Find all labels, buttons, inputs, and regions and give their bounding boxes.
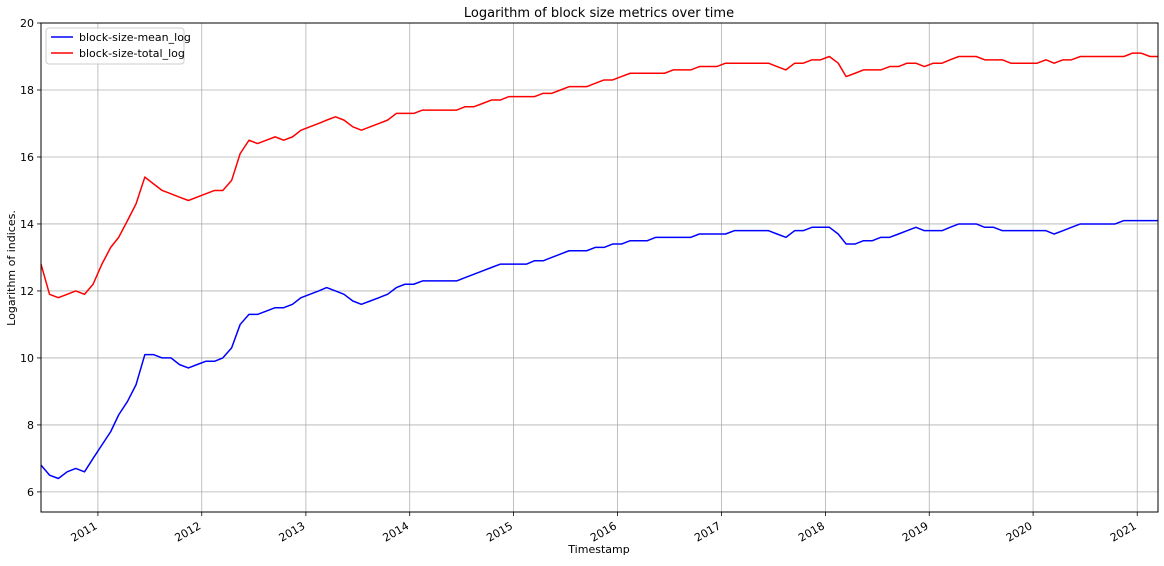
y-tick-label: 14 — [20, 218, 34, 231]
series-line-0 — [40, 219, 1158, 480]
y-axis-ticks: 6 8 10 12 14 16 18 20 — [20, 17, 41, 499]
legend-label-mean: block-size-mean_log — [79, 31, 191, 44]
y-tick-label: 12 — [20, 285, 34, 298]
series-lines — [40, 52, 1158, 480]
y-tick-label: 10 — [20, 352, 34, 365]
chart-title: Logarithm of block size metrics over tim… — [464, 6, 734, 21]
legend-box — [45, 27, 185, 65]
grid-lines — [41, 22, 1158, 512]
y-tick-label: 20 — [20, 17, 34, 30]
y-tick-label: 8 — [27, 419, 34, 432]
y-tick-label: 6 — [27, 486, 34, 499]
legend: block-size-mean_log block-size-total_log — [45, 27, 191, 65]
legend-label-total: block-size-total_log — [79, 47, 185, 60]
series-line-1 — [40, 52, 1158, 299]
y-axis-label: Logarithm of indices. — [5, 210, 18, 326]
x-axis-label: Timestamp — [567, 543, 629, 556]
y-tick-label: 18 — [20, 84, 34, 97]
plot-frame — [40, 22, 1159, 513]
y-tick-label: 16 — [20, 151, 34, 164]
